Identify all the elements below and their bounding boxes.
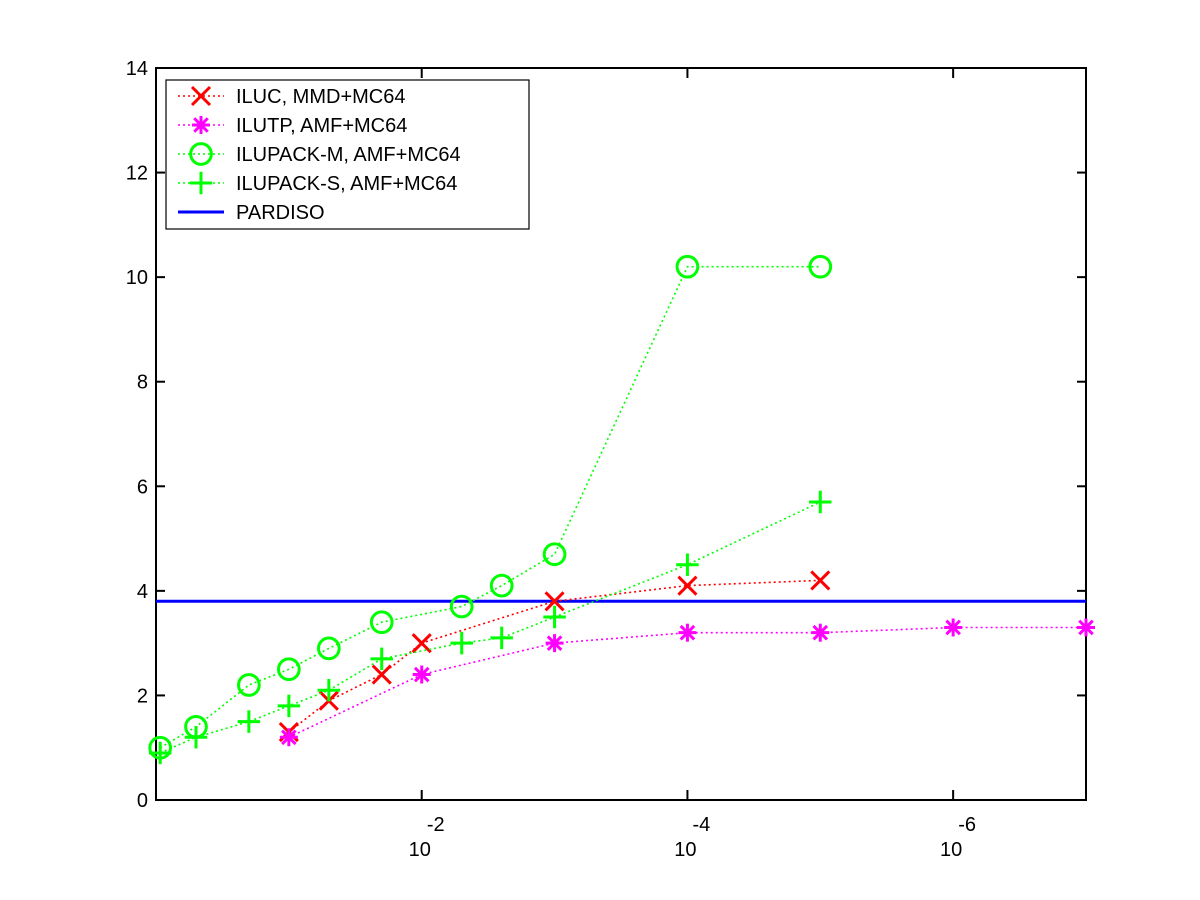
series-ilutp-amf-mc64 xyxy=(279,618,1095,747)
data-point xyxy=(412,665,431,684)
y-axis: 0 2 4 6 8 10 12 14 xyxy=(126,58,1086,812)
marker-stroke xyxy=(281,729,297,746)
data-point xyxy=(678,623,697,642)
series-layer xyxy=(148,254,1095,765)
legend-item: ILUTP, AMF+MC64 xyxy=(178,115,407,137)
legend-item: ILUC, MMD+MC64 xyxy=(178,85,405,108)
marker-stroke xyxy=(411,633,432,654)
data-point xyxy=(677,575,698,596)
x-tick-label-exponent: -2 xyxy=(427,814,445,836)
marker-stroke xyxy=(810,570,831,591)
marker-circle xyxy=(317,636,341,661)
data-point xyxy=(676,553,699,576)
marker-stroke xyxy=(371,664,392,685)
data-point xyxy=(542,542,567,567)
legend-label: ILUPACK-S, AMF+MC64 xyxy=(236,173,457,195)
data-point xyxy=(237,710,261,733)
marker-stroke xyxy=(1078,619,1094,636)
data-point xyxy=(184,714,208,739)
legend-marker xyxy=(189,142,213,166)
data-point xyxy=(317,636,341,661)
data-point xyxy=(810,570,831,591)
y-tick-label: 4 xyxy=(137,581,148,603)
x-tick-label-base: 10 xyxy=(409,839,431,861)
marker-circle xyxy=(489,573,514,598)
x-tick-label-base: 10 xyxy=(674,839,696,861)
x-tick-label-base: 10 xyxy=(940,839,962,861)
data-point xyxy=(809,490,832,514)
data-point xyxy=(277,694,301,718)
y-tick-label: 8 xyxy=(137,372,148,394)
y-tick-label: 10 xyxy=(126,267,148,289)
data-point xyxy=(1077,618,1095,637)
data-point xyxy=(277,657,301,682)
marker-circle xyxy=(369,610,394,635)
data-point xyxy=(279,728,298,747)
legend-marker xyxy=(190,85,212,107)
data-point xyxy=(489,573,514,598)
marker-stroke xyxy=(544,591,565,612)
marker-stroke xyxy=(193,117,209,133)
data-point xyxy=(370,647,393,671)
data-point xyxy=(449,594,474,619)
y-tick-label: 6 xyxy=(137,476,148,498)
marker-circle xyxy=(449,594,474,619)
data-point xyxy=(543,605,566,629)
data-point xyxy=(811,623,830,642)
legend-marker xyxy=(189,171,213,195)
legend-item: ILUPACK-S, AMF+MC64 xyxy=(178,171,457,195)
data-point xyxy=(944,618,963,637)
marker-stroke xyxy=(413,666,430,683)
data-point xyxy=(371,664,392,685)
data-point xyxy=(237,673,261,697)
legend-item: ILUPACK-M, AMF+MC64 xyxy=(178,142,461,166)
y-tick-label: 0 xyxy=(137,790,148,812)
legend-label: ILUTP, AMF+MC64 xyxy=(236,115,407,137)
marker-circle xyxy=(184,714,208,739)
marker-circle xyxy=(808,254,833,279)
data-point xyxy=(317,678,341,702)
x-tick-label-exponent: -6 xyxy=(958,814,976,836)
data-point xyxy=(808,254,833,279)
data-point xyxy=(490,626,513,650)
data-point xyxy=(411,633,432,654)
marker-circle xyxy=(189,142,213,166)
data-point xyxy=(544,591,565,612)
marker-stroke xyxy=(812,624,829,641)
data-point xyxy=(148,735,173,760)
y-tick-label: 2 xyxy=(137,685,148,707)
legend-box xyxy=(165,79,530,230)
legend-marker xyxy=(192,116,210,134)
data-point xyxy=(675,254,700,279)
x-tick-label-exponent: -4 xyxy=(693,814,711,836)
marker-circle xyxy=(542,542,567,567)
marker-circle xyxy=(675,254,700,279)
marker-circle xyxy=(277,657,301,682)
marker-circle xyxy=(148,735,173,760)
legend: ILUC, MMD+MC64 ILUTP, AMF+MC64 ILUPACK-M, … xyxy=(165,79,530,230)
y-tick-label: 12 xyxy=(126,163,148,185)
marker-stroke xyxy=(190,85,212,107)
y-tick-label: 14 xyxy=(126,58,148,80)
marker-stroke xyxy=(679,624,696,641)
series-line xyxy=(159,265,821,749)
data-point xyxy=(450,631,473,655)
legend-label: PARDISO xyxy=(236,202,325,224)
data-point xyxy=(545,634,564,653)
series-ilupack-m-amf-mc64 xyxy=(148,254,833,760)
data-point xyxy=(369,610,394,635)
marker-stroke xyxy=(677,575,698,596)
marker-stroke xyxy=(546,635,563,651)
marker-stroke xyxy=(945,619,961,636)
legend-item: PARDISO xyxy=(178,202,325,224)
legend-label: ILUPACK-M, AMF+MC64 xyxy=(236,144,461,166)
marker-circle xyxy=(237,673,261,697)
legend-label: ILUC, MMD+MC64 xyxy=(236,86,405,108)
x-axis: 10 -2 10 -4 10 -6 xyxy=(409,68,976,861)
